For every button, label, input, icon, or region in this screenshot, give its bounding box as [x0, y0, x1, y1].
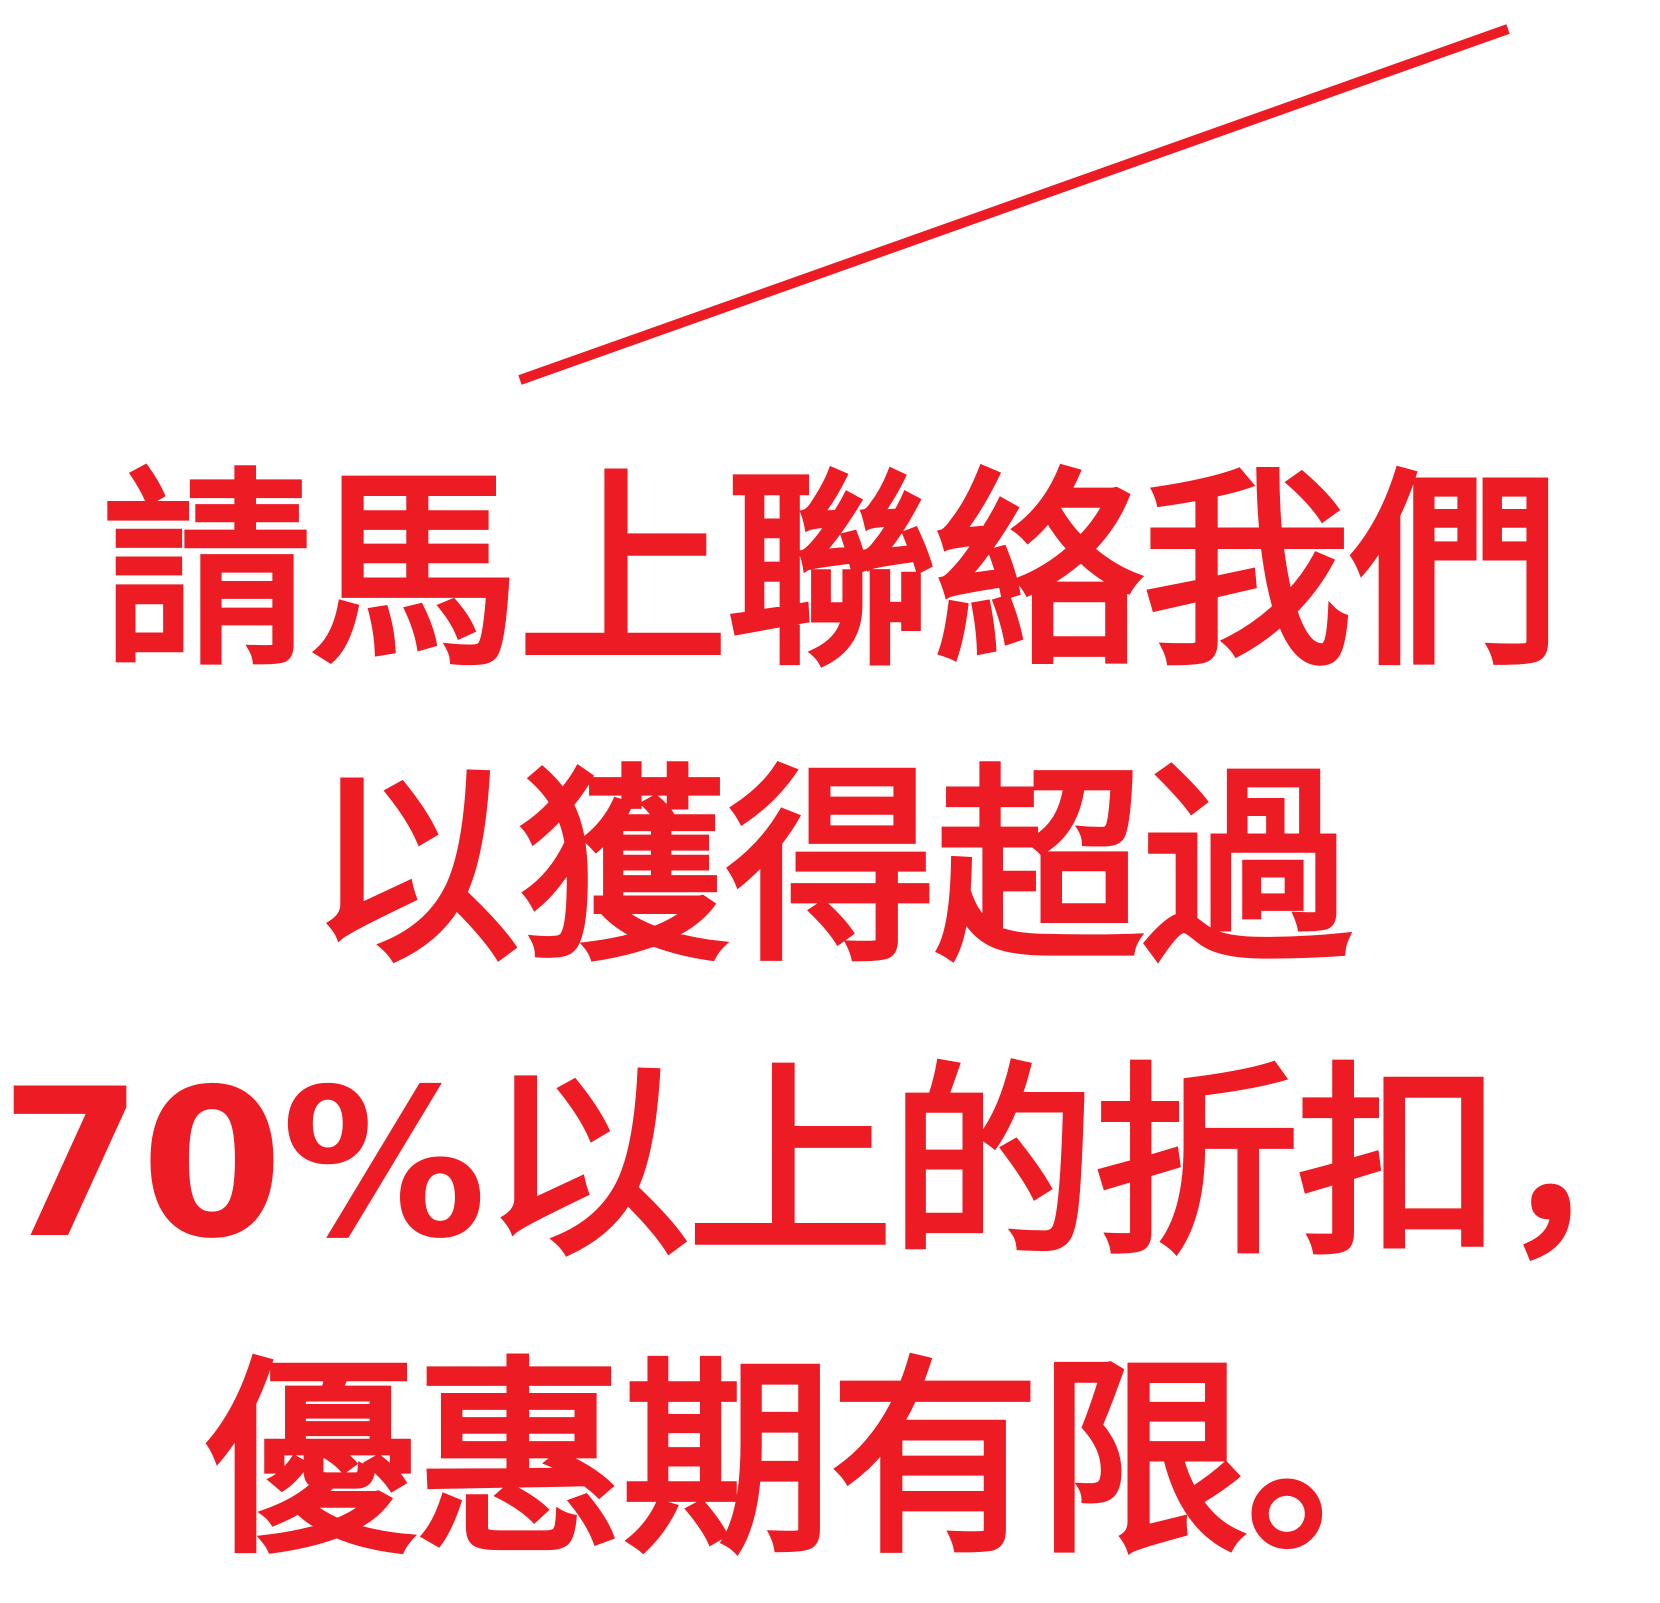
headline-line-3: 70%以上的折扣， — [0, 1046, 1660, 1284]
headline-line-2: 以獲得超過 — [309, 746, 1352, 991]
headline-line-4: 優惠期有限。 — [205, 1338, 1456, 1583]
headline-line-1: 請馬上聯絡我們 — [101, 450, 1560, 695]
